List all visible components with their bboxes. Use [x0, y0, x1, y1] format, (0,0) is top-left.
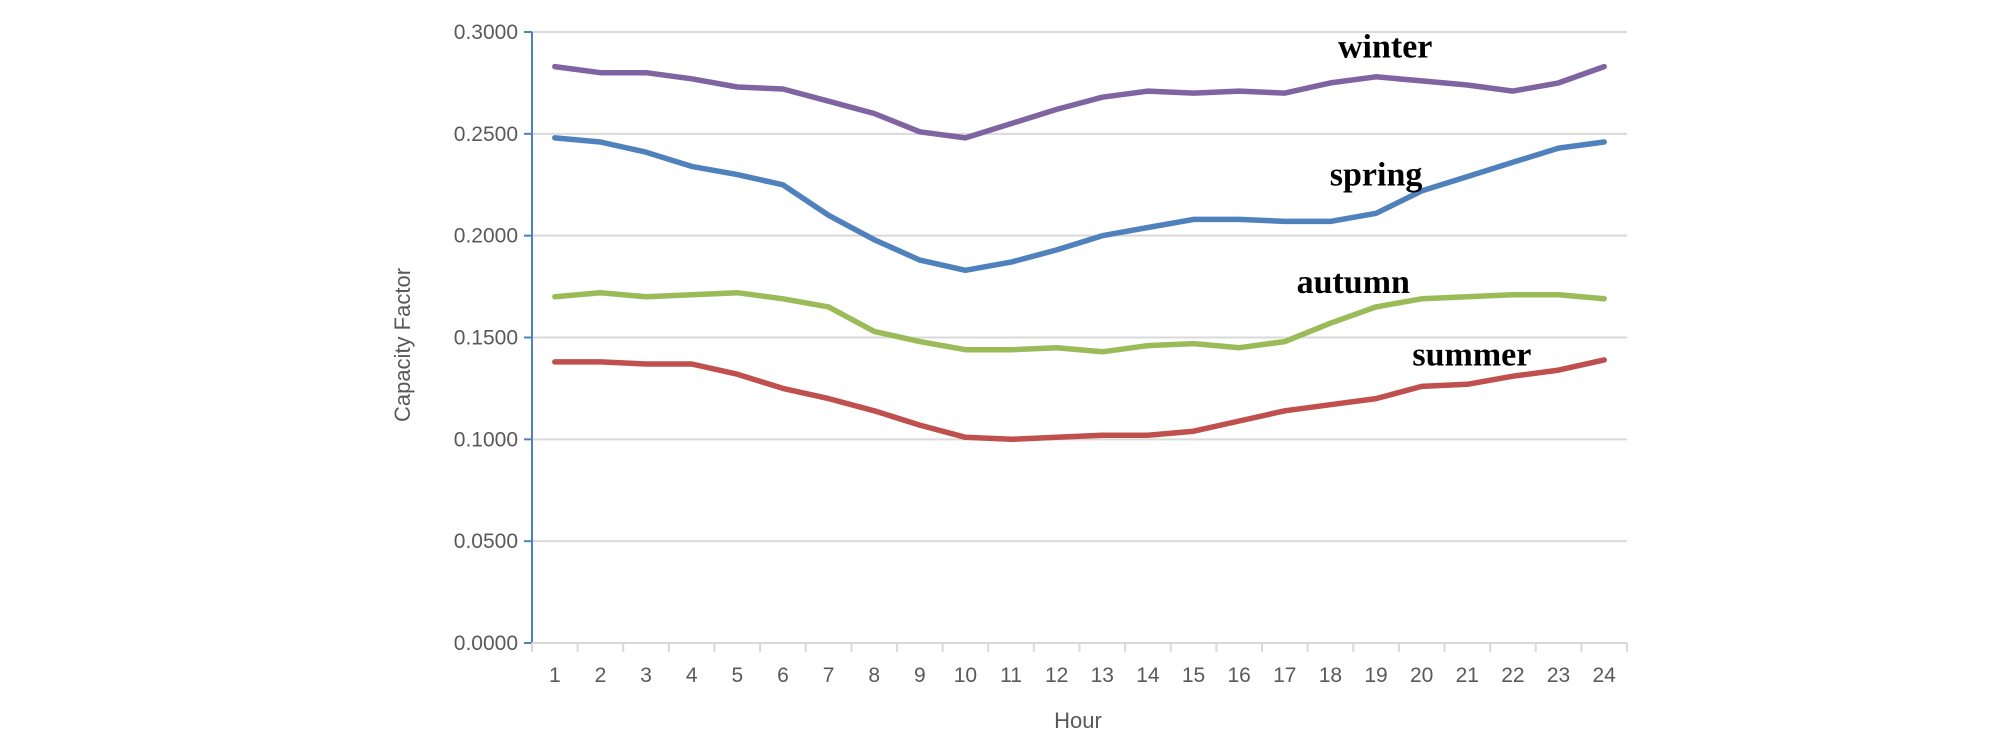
x-tick-label: 23	[1547, 664, 1570, 687]
x-tick-label: 3	[640, 664, 652, 687]
x-tick-label: 7	[823, 664, 835, 687]
series-label-summer: summer	[1412, 337, 1531, 374]
x-axis: 1 2 3 4 5 6 7 8 9 10 11 12 13 14 15 16 17 18 19 20 21 22 23 24	[531, 642, 1628, 687]
series-line-autumn	[552, 289, 1607, 355]
series-label-winter: winter	[1338, 29, 1432, 66]
gridlines	[532, 31, 1627, 543]
series-label-spring: spring	[1330, 156, 1423, 193]
x-tick-label: 16	[1228, 664, 1251, 687]
x-tick-label: 6	[777, 664, 789, 687]
y-axis: 0.0000 0.0500 0.1000 0.1500 0.2000 0.2500 0.30…	[454, 21, 533, 655]
y-tick-label: 0.3000	[454, 21, 518, 44]
series-line-winter	[552, 63, 1607, 141]
series-label-autumn: autumn	[1297, 264, 1410, 301]
series-lines	[552, 63, 1607, 443]
x-tick-label: 17	[1273, 664, 1296, 687]
y-tick-label: 0.0500	[454, 530, 518, 553]
x-tick-label: 10	[954, 664, 977, 687]
x-tick-label: 4	[686, 664, 698, 687]
x-tick-label: 5	[731, 664, 743, 687]
y-tick-label: 0.2000	[454, 225, 518, 248]
x-tick-label: 8	[868, 664, 880, 687]
x-tick-label: 2	[595, 664, 607, 687]
series-line-summer	[552, 357, 1607, 443]
x-tick-label: 18	[1319, 664, 1342, 687]
x-tick-label: 11	[1000, 664, 1022, 687]
x-axis-title: Hour	[1054, 708, 1102, 733]
y-tick-label: 0.0000	[454, 632, 518, 655]
x-tick-label: 15	[1182, 664, 1205, 687]
x-tick-label: 21	[1456, 664, 1479, 687]
x-tick-label: 19	[1364, 664, 1387, 687]
y-tick-label: 0.2500	[454, 123, 518, 146]
y-axis-title: Capacity Factor	[390, 268, 415, 422]
x-tick-label: 22	[1501, 664, 1524, 687]
x-tick-label: 12	[1045, 664, 1068, 687]
y-tick-label: 0.1500	[454, 327, 518, 350]
series-line-spring	[552, 135, 1607, 274]
x-tick-label: 24	[1593, 664, 1617, 687]
x-tick-label: 20	[1410, 664, 1433, 687]
x-tick-label: 13	[1091, 664, 1114, 687]
y-tick-label: 0.1000	[454, 428, 518, 451]
x-tick-label: 9	[914, 664, 926, 687]
x-tick-label: 14	[1136, 664, 1160, 687]
x-tick-label: 1	[549, 664, 561, 687]
